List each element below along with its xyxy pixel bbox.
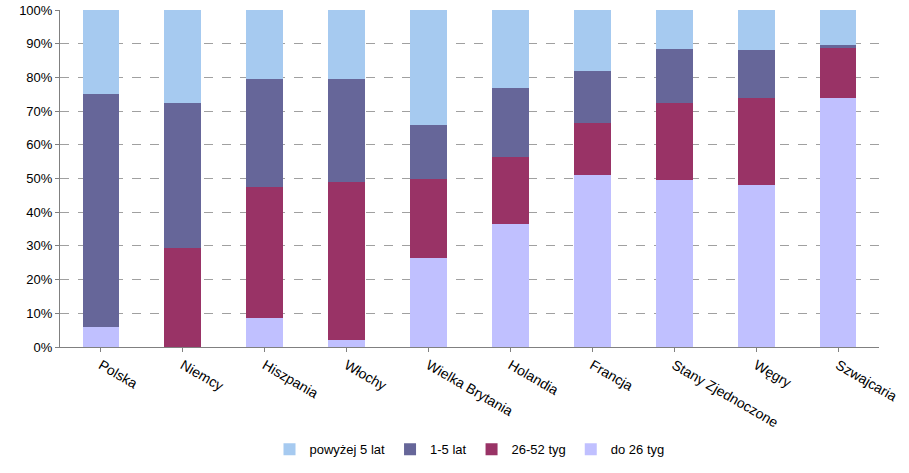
svg-text:80%: 80%: [26, 70, 52, 85]
svg-text:50%: 50%: [26, 171, 52, 186]
svg-text:70%: 70%: [26, 104, 52, 119]
svg-text:Niemcy: Niemcy: [178, 357, 226, 394]
svg-text:Włochy: Włochy: [342, 357, 390, 394]
svg-text:90%: 90%: [26, 36, 52, 51]
svg-text:1-5 lat: 1-5 lat: [430, 442, 467, 457]
svg-text:Hiszpania: Hiszpania: [260, 357, 321, 402]
svg-text:Szwajcaria: Szwajcaria: [833, 357, 900, 405]
svg-text:40%: 40%: [26, 205, 52, 220]
svg-text:Holandia: Holandia: [505, 357, 561, 399]
svg-text:100%: 100%: [19, 3, 53, 18]
svg-text:60%: 60%: [26, 137, 52, 152]
svg-text:20%: 20%: [26, 272, 52, 287]
svg-text:26-52 tyg: 26-52 tyg: [512, 442, 566, 457]
svg-text:powyżej 5 lat: powyżej 5 lat: [310, 442, 386, 457]
svg-text:Wielka Brytania: Wielka Brytania: [424, 357, 516, 420]
svg-text:10%: 10%: [26, 306, 52, 321]
svg-text:Polska: Polska: [96, 357, 141, 392]
svg-text:do 26 tyg: do 26 tyg: [611, 442, 665, 457]
svg-text:Węgry: Węgry: [751, 357, 794, 391]
svg-text:0%: 0%: [34, 340, 53, 355]
svg-text:30%: 30%: [26, 238, 52, 253]
svg-text:Francja: Francja: [587, 357, 636, 394]
svg-text:Stany Zjednoczone: Stany Zjednoczone: [669, 357, 781, 431]
